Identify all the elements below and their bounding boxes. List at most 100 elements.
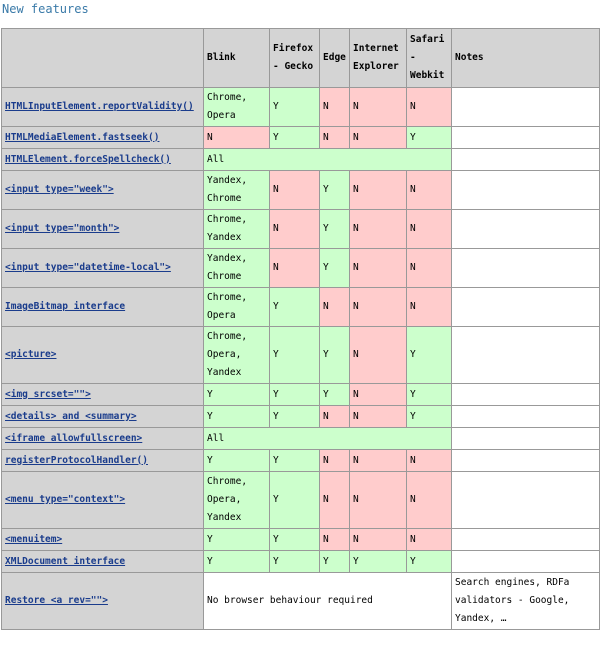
support-cell: Y (319, 248, 350, 288)
header-cell: Edge (319, 28, 350, 88)
table-row: <menuitem> Y Y N N N (1, 528, 600, 551)
support-cell: Y (406, 550, 452, 573)
support-cell: Y (203, 383, 270, 406)
support-cell: Y (269, 449, 320, 472)
feature-link[interactable]: XMLDocument interface (5, 555, 126, 567)
support-cell: N (319, 449, 350, 472)
header-cell (1, 28, 204, 88)
page-title: New features (2, 2, 89, 16)
feature-link[interactable]: <picture> (5, 349, 57, 360)
support-cell: Y (406, 405, 452, 428)
notes-cell: Search engines, RDFa validators - Google… (451, 572, 600, 630)
feature-cell: <input type="datetime-local"> (1, 248, 204, 288)
feature-link[interactable]: HTMLElement.forceSpellcheck() (5, 153, 171, 165)
support-cell: Y (269, 87, 320, 127)
feature-cell: HTMLInputElement.reportValidity() (1, 87, 204, 127)
feature-link[interactable]: <iframe allowfullscreen> (5, 432, 143, 444)
support-cell: N (349, 383, 407, 406)
support-cell: Yandex, Chrome (203, 248, 270, 288)
support-cell: N (406, 287, 452, 327)
notes-cell (451, 427, 600, 450)
support-cell: Y (406, 326, 452, 384)
support-cell: N (269, 248, 320, 288)
feature-link[interactable]: registerProtocolHandler() (5, 454, 148, 466)
support-cell: Chrome, Opera, Yandex (203, 471, 270, 529)
support-cell: N (269, 170, 320, 210)
header-cell: Safari - Webkit (406, 28, 452, 88)
feature-link[interactable]: <details> and <summary> (5, 410, 137, 422)
support-cell: N (349, 326, 407, 384)
support-cell: N (319, 471, 350, 529)
notes-cell (451, 248, 600, 288)
support-cell: Y (269, 528, 320, 551)
support-cell: Y (319, 209, 350, 249)
notes-cell (451, 170, 600, 210)
feature-link[interactable]: <menuitem> (5, 533, 63, 545)
feature-link[interactable]: HTMLMediaElement.fastseek() (5, 131, 160, 143)
support-cell: N (349, 528, 407, 551)
support-cell: Y (269, 405, 320, 428)
support-cell: N (406, 528, 452, 551)
support-cell: Chrome, Opera, Yandex (203, 326, 270, 384)
support-cell: No browser behaviour required (203, 572, 452, 630)
feature-link[interactable]: <input type="week"> (5, 184, 114, 195)
feature-link[interactable]: Restore <a rev=""> (5, 595, 108, 606)
header-cell: Notes (451, 28, 600, 88)
table-row: <details> and <summary> Y Y N N Y (1, 405, 600, 428)
support-cell: N (319, 287, 350, 327)
support-cell: N (406, 209, 452, 249)
feature-cell: <menuitem> (1, 528, 204, 551)
support-cell: N (349, 471, 407, 529)
table-row: Restore <a rev=""> No browser behaviour r… (1, 572, 600, 630)
support-cell: N (406, 87, 452, 127)
support-cell: N (349, 405, 407, 428)
support-cell: N (349, 209, 407, 249)
table-row: <img srcset=""> Y Y Y N Y (1, 383, 600, 406)
table-row: <picture> Chrome, Opera, Yandex Y Y N Y (1, 326, 600, 384)
support-cell: N (349, 126, 407, 149)
support-cell: Y (269, 126, 320, 149)
feature-cell: <img srcset=""> (1, 383, 204, 406)
table-row: HTMLMediaElement.fastseek() N Y N N Y (1, 126, 600, 149)
support-cell: Y (269, 550, 320, 573)
feature-cell: <iframe allowfullscreen> (1, 427, 204, 450)
notes-cell (451, 528, 600, 551)
support-cell: N (349, 170, 407, 210)
support-cell: All (203, 427, 452, 450)
header-cell: Internet Explorer (349, 28, 407, 88)
feature-link[interactable]: <img srcset=""> (5, 388, 91, 400)
support-cell: Y (319, 383, 350, 406)
support-cell: N (319, 126, 350, 149)
feature-link[interactable]: ImageBitmap interface (5, 301, 126, 312)
support-cell: N (406, 170, 452, 210)
notes-cell (451, 449, 600, 472)
support-cell: Y (269, 287, 320, 327)
support-cell: N (349, 248, 407, 288)
table-body: HTMLInputElement.reportValidity() Chrome,… (1, 87, 600, 630)
feature-link[interactable]: <input type="datetime-local"> (5, 262, 171, 273)
feature-cell: XMLDocument interface (1, 550, 204, 573)
support-cell: N (406, 471, 452, 529)
header-cell: Blink (203, 28, 270, 88)
support-cell: Yandex, Chrome (203, 170, 270, 210)
table-row: <iframe allowfullscreen> All (1, 427, 600, 450)
support-cell: Y (319, 326, 350, 384)
support-cell: Y (319, 550, 350, 573)
feature-link[interactable]: <menu type="context"> (5, 494, 126, 505)
support-cell: N (269, 209, 320, 249)
support-cell: Y (406, 126, 452, 149)
notes-cell (451, 87, 600, 127)
support-cell: Y (269, 383, 320, 406)
header-row: Blink Firefox - Gecko Edge Internet Explore… (1, 28, 600, 88)
support-cell: N (203, 126, 270, 149)
table-row: ImageBitmap interface Chrome, Opera Y N N N (1, 287, 600, 327)
feature-cell: ImageBitmap interface (1, 287, 204, 327)
notes-cell (451, 148, 600, 171)
header-cell: Firefox - Gecko (269, 28, 320, 88)
feature-link[interactable]: <input type="month"> (5, 223, 120, 234)
feature-link[interactable]: HTMLInputElement.reportValidity() (5, 101, 194, 112)
support-cell: N (406, 248, 452, 288)
support-cell: Chrome, Opera (203, 287, 270, 327)
feature-cell: <menu type="context"> (1, 471, 204, 529)
